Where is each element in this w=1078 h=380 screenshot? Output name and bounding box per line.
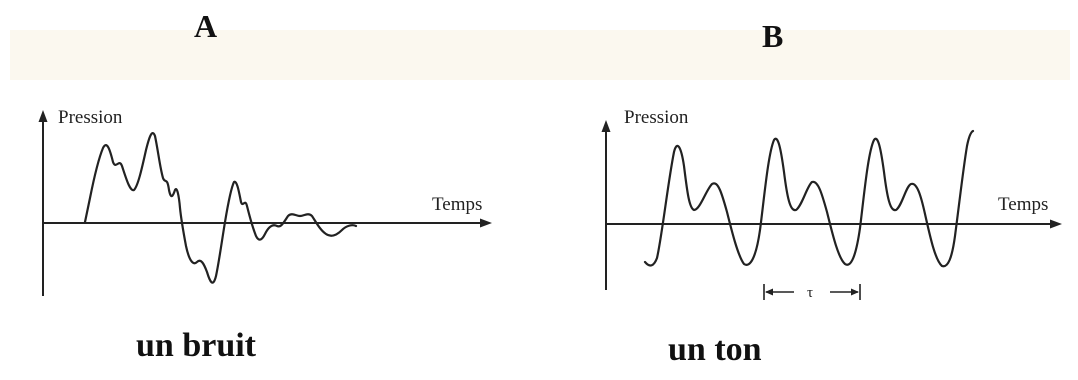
panel-a-caption: un bruit <box>136 327 256 364</box>
paper-tint-band <box>10 30 1070 80</box>
panel-a-letter: A <box>194 8 218 44</box>
panel-b-diagram: Pression Temps τ <box>601 107 1062 301</box>
panel-a-x-axis-label: Temps <box>432 194 482 215</box>
panel-a-diagram: Pression Temps <box>38 107 492 296</box>
period-left-arrowhead <box>765 288 773 296</box>
panel-a-y-arrow <box>38 110 48 122</box>
panel-b-x-axis-label: Temps <box>998 194 1048 215</box>
panel-b-x-arrow <box>1050 219 1062 229</box>
panel-b-letter: B <box>762 18 784 54</box>
panel-b-y-arrow <box>601 120 611 132</box>
panel-a-y-axis-label: Pression <box>58 107 123 128</box>
panel-b-y-axis-label: Pression <box>624 107 689 128</box>
panel-a-noise-waveform <box>83 132 358 284</box>
panel-b-caption: un ton <box>668 331 762 368</box>
period-tau-label: τ <box>807 285 813 301</box>
period-right-arrowhead <box>851 288 859 296</box>
panel-a-x-arrow <box>480 218 492 228</box>
period-marker: τ <box>763 284 861 301</box>
panel-b-tone-waveform <box>643 129 975 268</box>
